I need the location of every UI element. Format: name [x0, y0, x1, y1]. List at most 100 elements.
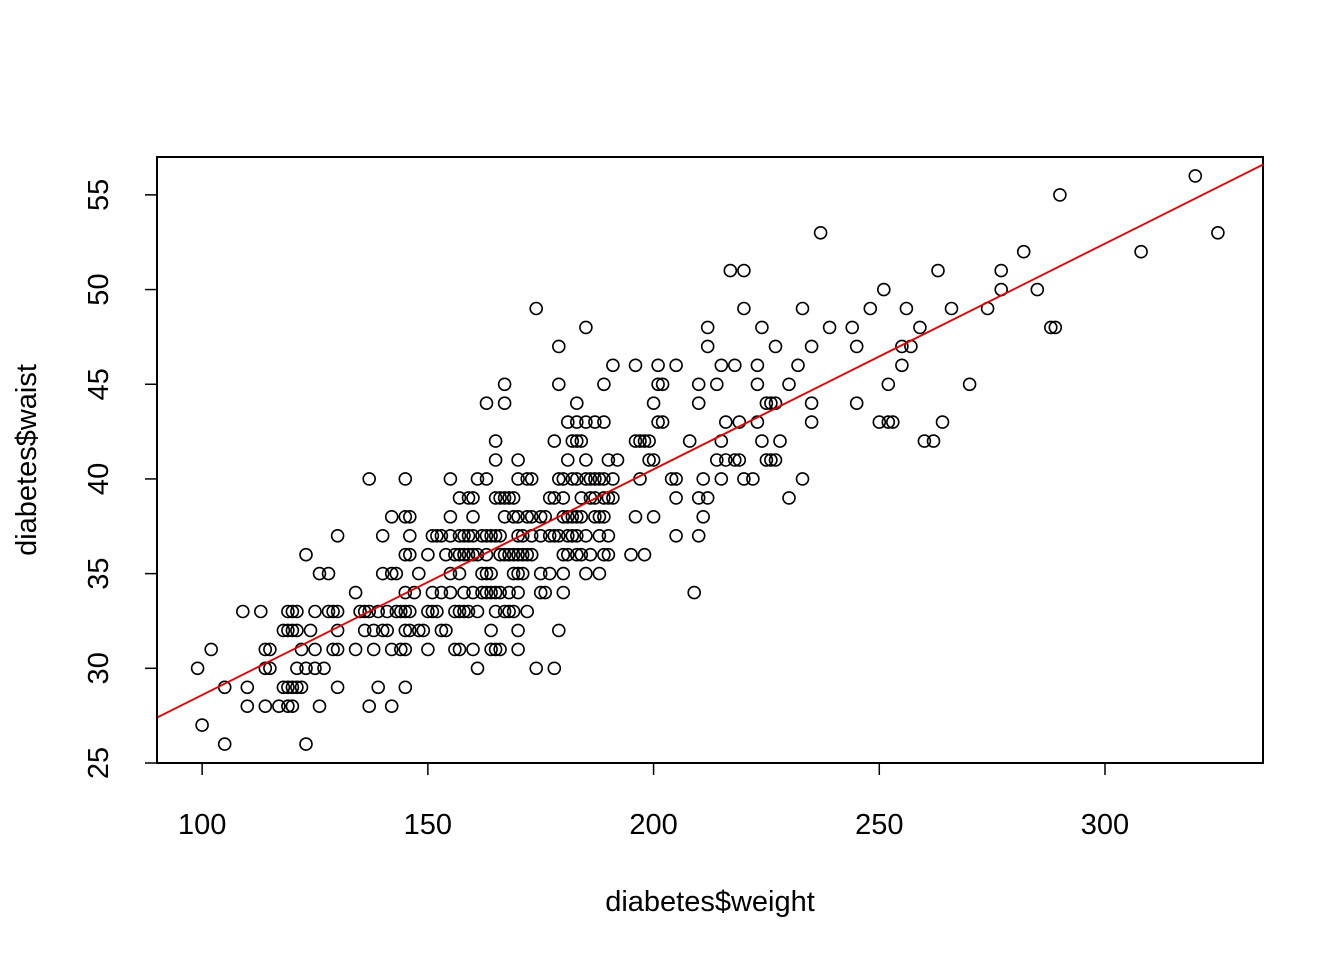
data-point [398, 547, 413, 562]
data-point [696, 472, 711, 486]
data-point [551, 528, 566, 543]
data-point [466, 509, 480, 524]
data-point [402, 547, 417, 562]
data-point [263, 642, 277, 657]
data-point [750, 358, 765, 373]
data-point [488, 491, 503, 505]
data-point [502, 604, 516, 619]
data-point [533, 528, 548, 543]
data-point [655, 377, 670, 392]
data-point [488, 642, 503, 657]
data-point [253, 604, 268, 619]
data-point [511, 642, 525, 657]
data-point [709, 453, 724, 467]
data-point [750, 415, 765, 429]
data-point [393, 604, 408, 619]
data-point [565, 472, 580, 486]
data-point [398, 623, 413, 638]
data-point [371, 604, 386, 619]
data-point [610, 453, 625, 467]
data-point [479, 528, 494, 543]
data-point [533, 566, 548, 581]
data-point [1188, 169, 1203, 183]
data-point [515, 547, 530, 562]
data-point [217, 737, 232, 751]
data-point [511, 566, 525, 581]
data-point [308, 661, 322, 676]
data-point [669, 528, 683, 543]
regression-line [156, 163, 1264, 719]
data-point [321, 566, 336, 581]
data-point [592, 528, 607, 543]
data-point [479, 585, 494, 600]
data-point [574, 509, 589, 524]
data-point [560, 509, 575, 524]
data-point [574, 547, 589, 562]
data-point [718, 453, 733, 467]
data-point [669, 472, 683, 486]
data-point [520, 604, 535, 619]
data-point [597, 415, 611, 429]
data-point [497, 509, 512, 524]
data-point [876, 282, 891, 297]
data-point [655, 415, 670, 429]
x-axis: 100 150 200 250 300 [178, 762, 1129, 841]
data-point [588, 509, 602, 524]
data-point [813, 226, 828, 240]
data-point [885, 415, 900, 429]
data-point [601, 528, 616, 543]
data-point [579, 472, 593, 486]
data-point [290, 604, 304, 619]
data-point [579, 320, 593, 335]
data-point [493, 547, 507, 562]
data-point [746, 472, 760, 486]
data-point [723, 263, 738, 278]
data-point [303, 623, 318, 638]
data-point [1048, 320, 1063, 335]
data-point [470, 472, 485, 486]
data-point [290, 623, 304, 638]
data-point [1030, 282, 1045, 297]
data-point [651, 358, 665, 373]
data-point [732, 415, 747, 429]
data-point [452, 547, 467, 562]
data-point [737, 472, 751, 486]
data-point [389, 604, 404, 619]
data-point [466, 585, 480, 600]
data-point [782, 491, 796, 505]
data-point [497, 491, 512, 505]
data-point [547, 528, 562, 543]
data-point [556, 472, 571, 486]
data-point [448, 604, 462, 619]
data-point [452, 528, 467, 543]
data-point [755, 320, 769, 335]
data-point [258, 642, 273, 657]
data-point [506, 547, 521, 562]
data-point [236, 604, 250, 619]
data-point [461, 604, 476, 619]
x-tick-label: 200 [629, 809, 677, 841]
data-point [430, 604, 444, 619]
data-point [366, 623, 381, 638]
data-point [624, 547, 638, 562]
data-point [556, 491, 571, 505]
data-point [506, 491, 521, 505]
data-point [515, 528, 530, 543]
data-point [1134, 244, 1148, 259]
data-point [330, 623, 345, 638]
data-point [583, 472, 598, 486]
data-point [195, 718, 209, 732]
data-point [488, 604, 503, 619]
data-point [357, 623, 372, 638]
data-point [475, 566, 489, 581]
data-point [628, 434, 643, 448]
data-point [547, 491, 562, 505]
data-point [443, 472, 458, 486]
data-point [633, 434, 647, 448]
data-point [606, 472, 620, 486]
data-point [493, 642, 507, 657]
data-point [398, 472, 413, 486]
data-point [348, 642, 363, 657]
y-tick-label: 50 [83, 273, 115, 305]
data-point [560, 528, 575, 543]
